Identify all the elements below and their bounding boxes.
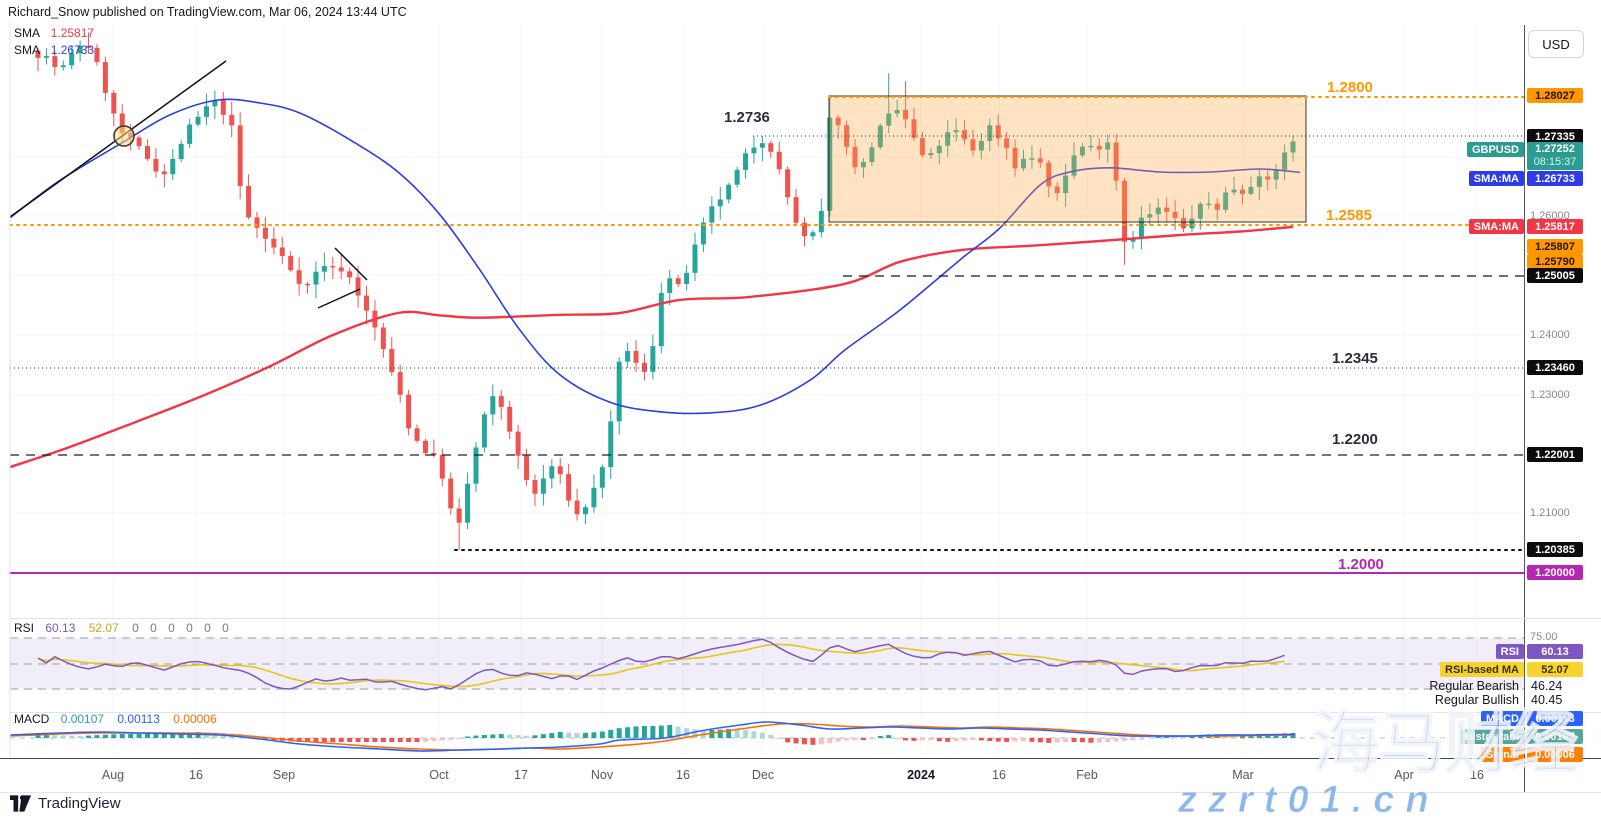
indicator-value-label: 60.13 <box>1527 644 1583 659</box>
rsi-label: RSI <box>14 621 35 635</box>
watermark-cjk: 海马财经 <box>1311 705 1579 783</box>
indicator-name-tag: MACD <box>1481 711 1524 726</box>
panel-separator-macd[interactable] <box>10 712 1601 713</box>
price-axis-label: 1.25817 <box>1527 219 1583 234</box>
time-axis-border <box>0 758 1601 759</box>
rsi-legend[interactable]: RSI 60.13 52.07 0 0 0 0 0 0 <box>14 621 233 635</box>
price-axis-label: 1.22001 <box>1527 447 1583 462</box>
level-annotation-text: 1.2200 <box>1332 431 1378 448</box>
rsi-divergence-zeros: 0 0 0 0 0 0 <box>132 621 233 635</box>
time-axis-label: 2024 <box>907 768 935 782</box>
candlesticks <box>10 32 1301 550</box>
sma-50-line <box>10 98 1301 415</box>
time-axis-label: Oct <box>429 768 449 782</box>
tradingview-logo-text: TradingView <box>38 795 121 812</box>
indicator-name-tag: Regular Bearish <box>1429 678 1519 693</box>
price-axis-label: 1.26733 <box>1527 171 1583 186</box>
price-axis-label: 1.25790 <box>1527 254 1583 269</box>
indicator-value-label: 52.07 <box>1527 662 1583 677</box>
indicator-value-label: 46.24 <box>1531 678 1563 693</box>
pennant-line <box>334 247 368 281</box>
level-annotation-text: 1.2345 <box>1332 350 1378 367</box>
price-axis-gridline-label: 1.23000 <box>1530 389 1570 401</box>
price-axis-gridline-label: 1.21000 <box>1530 507 1570 519</box>
tradingview-logo[interactable]: TradingView <box>10 793 121 814</box>
time-axis-label: 16 <box>676 768 690 782</box>
indicator-value-label: 0.00006 <box>1527 747 1583 762</box>
price-axis-label: 1.20000 <box>1527 565 1583 580</box>
indicator-name-tag: RSI-based MA <box>1440 662 1524 677</box>
time-axis-label: Mar <box>1232 768 1254 782</box>
publish-header: Richard_Snow published on TradingView.co… <box>8 5 407 19</box>
sma2-label: SMA <box>14 43 40 57</box>
time-axis-label: 17 <box>514 768 528 782</box>
sma-legend-row-2[interactable]: SMA 1.26733 <box>14 43 94 57</box>
price-axis-label: 1.25807 <box>1527 239 1583 254</box>
watermark-url: zzrt01.cn <box>1178 779 1440 822</box>
sma1-label: SMA <box>14 26 40 40</box>
price-axis-label: 1.20385 <box>1527 542 1583 557</box>
indicator-value-label: 0.00113 <box>1527 711 1583 726</box>
macd-legend[interactable]: MACD 0.00107 0.00113 0.00006 <box>14 712 217 726</box>
last-price-label: 1.27252 08:15:37 <box>1527 142 1583 170</box>
price-axis-label: 1.23460 <box>1527 360 1583 375</box>
sma2-value: 1.26733 <box>50 43 95 57</box>
time-axis-label: 16 <box>189 768 203 782</box>
macd-line <box>9 721 1296 752</box>
price-axis-label: 1.25005 <box>1527 268 1583 283</box>
price-axis-label: 1.27335 <box>1527 129 1583 144</box>
macd-main-value: 0.00113 <box>117 712 160 726</box>
time-axis-label: 16 <box>992 768 1006 782</box>
macd-signal-line <box>9 722 1296 751</box>
time-axis-label: Feb <box>1076 768 1098 782</box>
price-axis-gridline-label: 1.24000 <box>1530 329 1570 341</box>
price-axis-border <box>1524 25 1525 792</box>
rsi-axis-gridline-label: 75.00 <box>1530 631 1558 643</box>
macd-hist-value: 0.00107 <box>60 712 105 726</box>
rsi-value: 60.13 <box>45 621 76 635</box>
level-annotation-text: 1.2800 <box>1327 79 1373 96</box>
indicator-value-label: 0.00107 <box>1527 729 1583 744</box>
time-axis-label: Aug <box>101 768 125 782</box>
indicator-value-label: 40.45 <box>1531 692 1563 707</box>
macd-label: MACD <box>14 712 50 726</box>
time-axis-label: Sep <box>272 768 296 782</box>
indicator-name-tag: Histogram <box>1459 729 1524 744</box>
time-axis-label: 16 <box>1470 768 1484 782</box>
currency-toggle-button[interactable]: USD <box>1528 30 1584 58</box>
panel-separator-rsi[interactable] <box>10 618 1601 619</box>
time-axis-label: Nov <box>590 768 614 782</box>
level-annotation-text: 1.2000 <box>1338 556 1384 573</box>
level-annotation-text: 1.2585 <box>1326 207 1372 224</box>
time-axis-label: Apr <box>1394 768 1414 782</box>
indicator-name-tag: RSI <box>1495 644 1524 659</box>
sma-200-line <box>10 225 1294 469</box>
indicator-name-tag: GBPUSD <box>1466 142 1524 157</box>
macd-signal-value: 0.00006 <box>173 712 217 726</box>
indicator-name-tag: SMA:MA <box>1468 171 1524 186</box>
sma-legend-row-1[interactable]: SMA 1.25817 <box>14 26 94 40</box>
rsi-line <box>37 638 1285 691</box>
tradingview-logo-icon <box>10 795 31 812</box>
price-axis-label: 1.28027 <box>1527 88 1583 103</box>
sma1-value: 1.25817 <box>50 26 95 40</box>
indicator-name-tag: Signal <box>1480 747 1524 762</box>
pennant-line <box>317 288 361 309</box>
level-annotation-text: 1.2736 <box>724 109 770 126</box>
bottom-border <box>0 792 1601 793</box>
indicator-name-tag: Regular Bullish <box>1434 692 1519 707</box>
indicator-name-tag: SMA:MA <box>1468 219 1524 234</box>
consolidation-box <box>828 95 1307 223</box>
rsi-ma-value: 52.07 <box>88 621 119 635</box>
circle-annotation <box>113 125 135 147</box>
time-axis-label: Dec <box>751 768 775 782</box>
